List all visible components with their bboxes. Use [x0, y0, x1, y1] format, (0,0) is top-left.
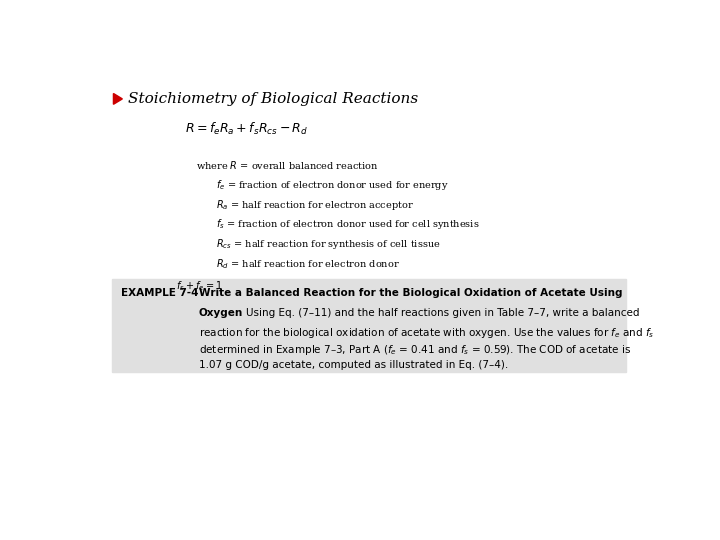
Text: Using Eq. (7–11) and the half reactions given in Table 7–7, write a balanced: Using Eq. (7–11) and the half reactions … [246, 308, 640, 318]
Text: where $R$ = overall balanced reaction: where $R$ = overall balanced reaction [196, 159, 379, 171]
Text: reaction for the biological oxidation of acetate with oxygen. Use the values for: reaction for the biological oxidation of… [199, 326, 654, 340]
Text: Write a Balanced Reaction for the Biological Oxidation of Acetate Using: Write a Balanced Reaction for the Biolog… [199, 288, 622, 298]
Text: EXAMPLE 7-4: EXAMPLE 7-4 [121, 288, 198, 298]
Text: $R_a$ = half reaction for electron acceptor: $R_a$ = half reaction for electron accep… [215, 198, 413, 212]
Polygon shape [114, 93, 122, 104]
FancyBboxPatch shape [112, 279, 626, 373]
Text: $R = f_eR_a + f_sR_{cs} - R_d$: $R = f_eR_a + f_sR_{cs} - R_d$ [185, 121, 308, 137]
Text: $f_s$ = fraction of electron donor used for cell synthesis: $f_s$ = fraction of electron donor used … [215, 218, 479, 232]
Text: 1.07 g COD/g acetate, computed as illustrated in Eq. (7–4).: 1.07 g COD/g acetate, computed as illust… [199, 360, 508, 370]
Text: Oxygen: Oxygen [199, 308, 243, 318]
Text: $R_{cs}$ = half reaction for synthesis of cell tissue: $R_{cs}$ = half reaction for synthesis o… [215, 238, 440, 252]
Text: determined in Example 7–3, Part A ($f_e$ = 0.41 and $f_s$ = 0.59). The COD of ac: determined in Example 7–3, Part A ($f_e$… [199, 343, 631, 357]
Text: $f_e$ = fraction of electron donor used for energy: $f_e$ = fraction of electron donor used … [215, 178, 448, 192]
Text: $f_s + f_e = 1$: $f_s + f_e = 1$ [176, 280, 223, 293]
Text: Stoichiometry of Biological Reactions: Stoichiometry of Biological Reactions [128, 92, 418, 106]
Text: $R_d$ = half reaction for electron donor: $R_d$ = half reaction for electron donor [215, 258, 400, 271]
